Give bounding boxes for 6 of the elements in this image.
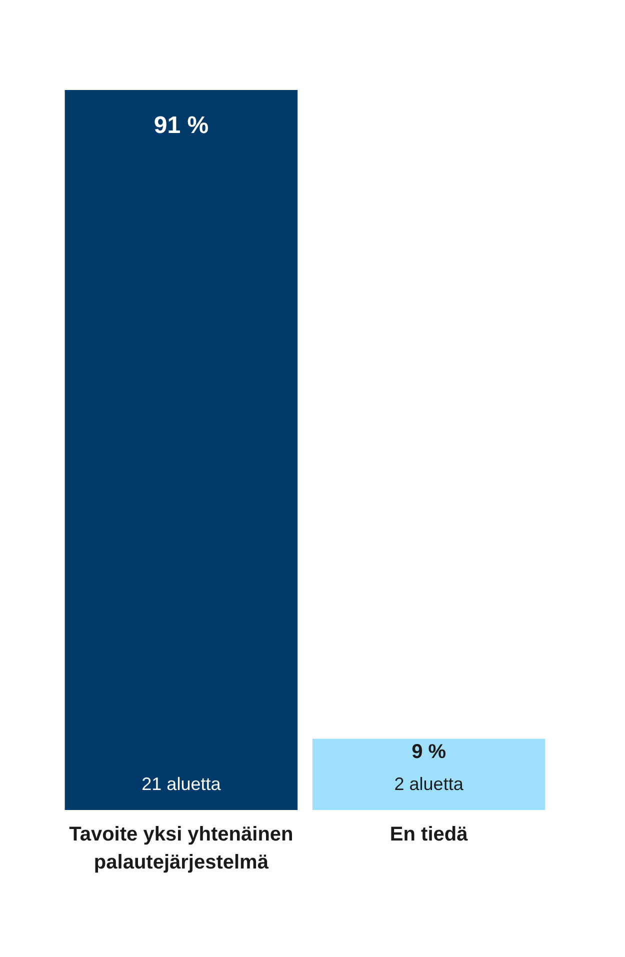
x-tick-label: En tiedä bbox=[390, 824, 469, 846]
annotation: 21 aluetta bbox=[142, 774, 222, 794]
data-label: 9 % bbox=[412, 741, 446, 763]
x-tick-label: Tavoite yksi yhtenäinen palautejärjestelmä bbox=[69, 824, 294, 874]
annotation: 2 aluetta bbox=[394, 774, 464, 794]
data-label: 91 % bbox=[154, 112, 209, 139]
